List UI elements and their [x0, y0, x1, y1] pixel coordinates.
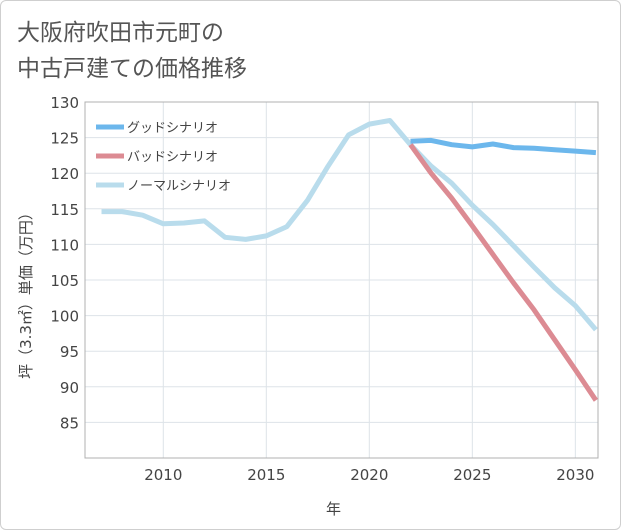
y-axis-label: 坪（3.3㎡）単価（万円） — [17, 205, 35, 379]
series-line — [410, 137, 597, 156]
y-tick-label: 125 — [50, 130, 79, 148]
y-tick-label: 85 — [60, 414, 79, 432]
y-tick-label: 120 — [50, 165, 79, 183]
y-tick-labels: 85 90 95 100 105 110 115 120 125 130 — [50, 94, 79, 432]
y-tick-label: 115 — [50, 201, 79, 219]
x-axis-label: 年 — [326, 500, 341, 518]
x-tick-label: 2010 — [144, 466, 182, 484]
x-tick-label: 2030 — [556, 466, 594, 484]
x-tick-label: 2025 — [453, 466, 491, 484]
y-tick-label: 105 — [50, 272, 79, 290]
legend-label: ノーマルシナリオ — [127, 179, 231, 194]
y-tick-label: 90 — [60, 379, 79, 397]
grid — [85, 101, 598, 458]
chart-title: 大阪府吹田市元町の 中古戸建ての価格推移 — [17, 20, 247, 82]
x-tick-label: 2015 — [247, 466, 285, 484]
y-tick-label: 95 — [60, 343, 79, 361]
x-tick-label: 2020 — [350, 466, 388, 484]
series-line — [408, 143, 598, 402]
legend-label: バッドシナリオ — [127, 150, 218, 165]
y-tick-label: 130 — [50, 94, 79, 112]
plot-frame — [84, 101, 599, 459]
series-lines — [101, 118, 598, 402]
legend-label: グッドシナリオ — [127, 121, 218, 136]
y-tick-label: 110 — [50, 236, 79, 254]
y-tick-label: 100 — [50, 308, 79, 326]
x-tick-labels: 2010 2015 2020 2025 2030 — [144, 466, 594, 484]
series-line — [101, 118, 598, 332]
